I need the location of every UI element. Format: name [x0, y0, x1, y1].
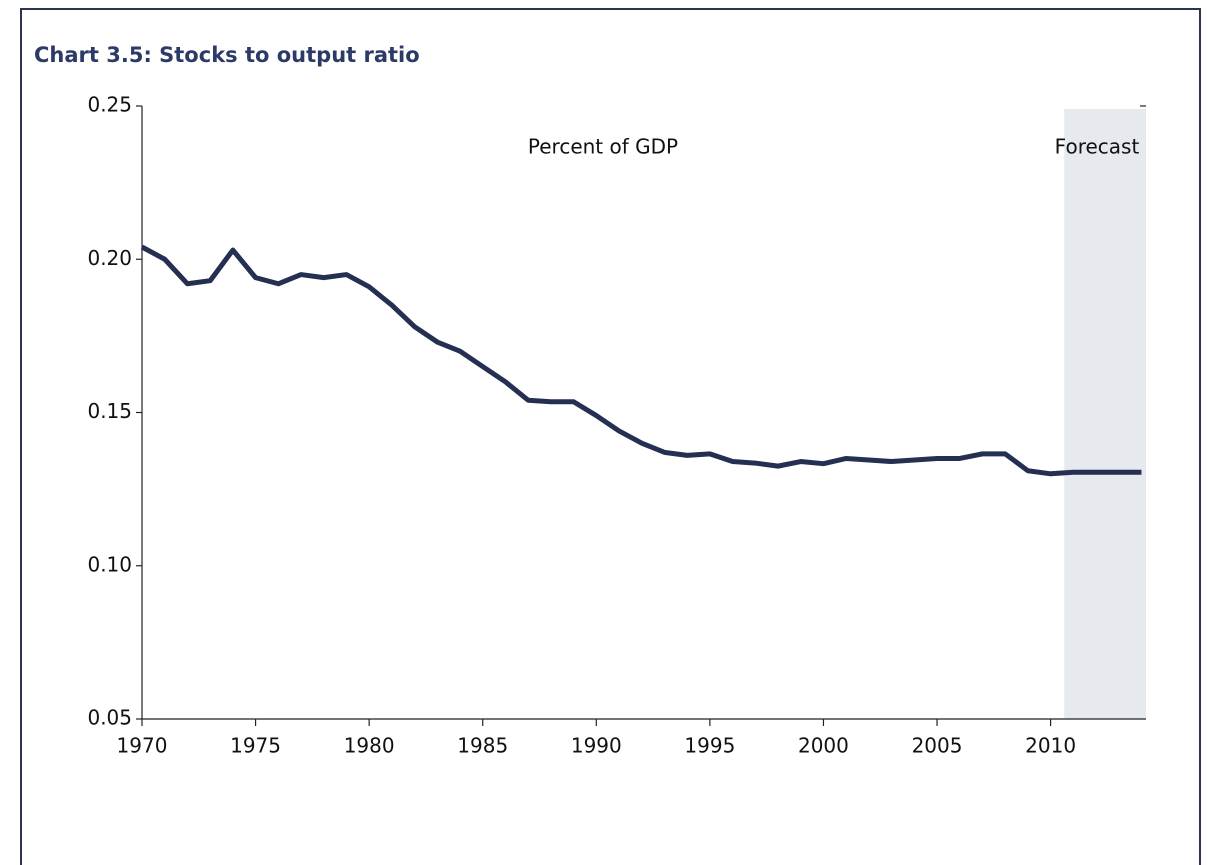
- y-tick-label: 0.20: [87, 246, 132, 270]
- y-tick-label: 0.10: [87, 552, 132, 576]
- annotation: Percent of GDP: [528, 135, 678, 159]
- x-tick-label: 1970: [117, 734, 168, 758]
- chart-title: Chart 3.5: Stocks to output ratio: [34, 43, 420, 67]
- y-tick-label: 0.15: [87, 399, 132, 423]
- x-tick-label: 1990: [571, 734, 622, 758]
- x-tick-label: 2000: [798, 734, 849, 758]
- y-tick-label: 0.05: [87, 706, 132, 730]
- frame: [20, 8, 1201, 865]
- line: [140, 244, 1142, 477]
- x-tick-label: 1980: [344, 734, 395, 758]
- x-tick-label: 1975: [230, 734, 281, 758]
- y-tick-label: 0.25: [87, 93, 132, 117]
- forecast-shade: [1064, 109, 1146, 719]
- x-tick-label: 2010: [1025, 734, 1076, 758]
- x-tick-label: 1985: [457, 734, 508, 758]
- x-tick-label: 2005: [912, 734, 963, 758]
- x-tick-label: 1995: [684, 734, 735, 758]
- annotation: Forecast: [1055, 135, 1140, 159]
